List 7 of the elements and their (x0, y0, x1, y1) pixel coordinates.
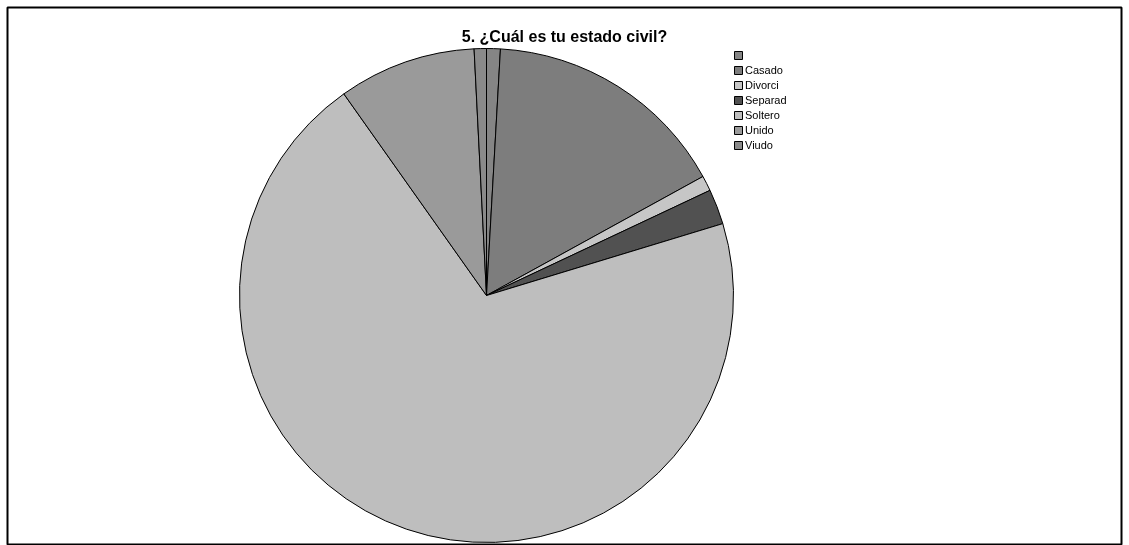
legend-label: Viudo (745, 137, 773, 152)
legend-label: Unido (745, 122, 774, 137)
legend-label: Casado (745, 62, 783, 77)
chart-title: 5. ¿Cuál es tu estado civil? (461, 28, 668, 45)
legend-label: Divorci (745, 77, 779, 92)
legend-label: Soltero (745, 107, 780, 122)
legend-label: Separad (745, 92, 787, 107)
